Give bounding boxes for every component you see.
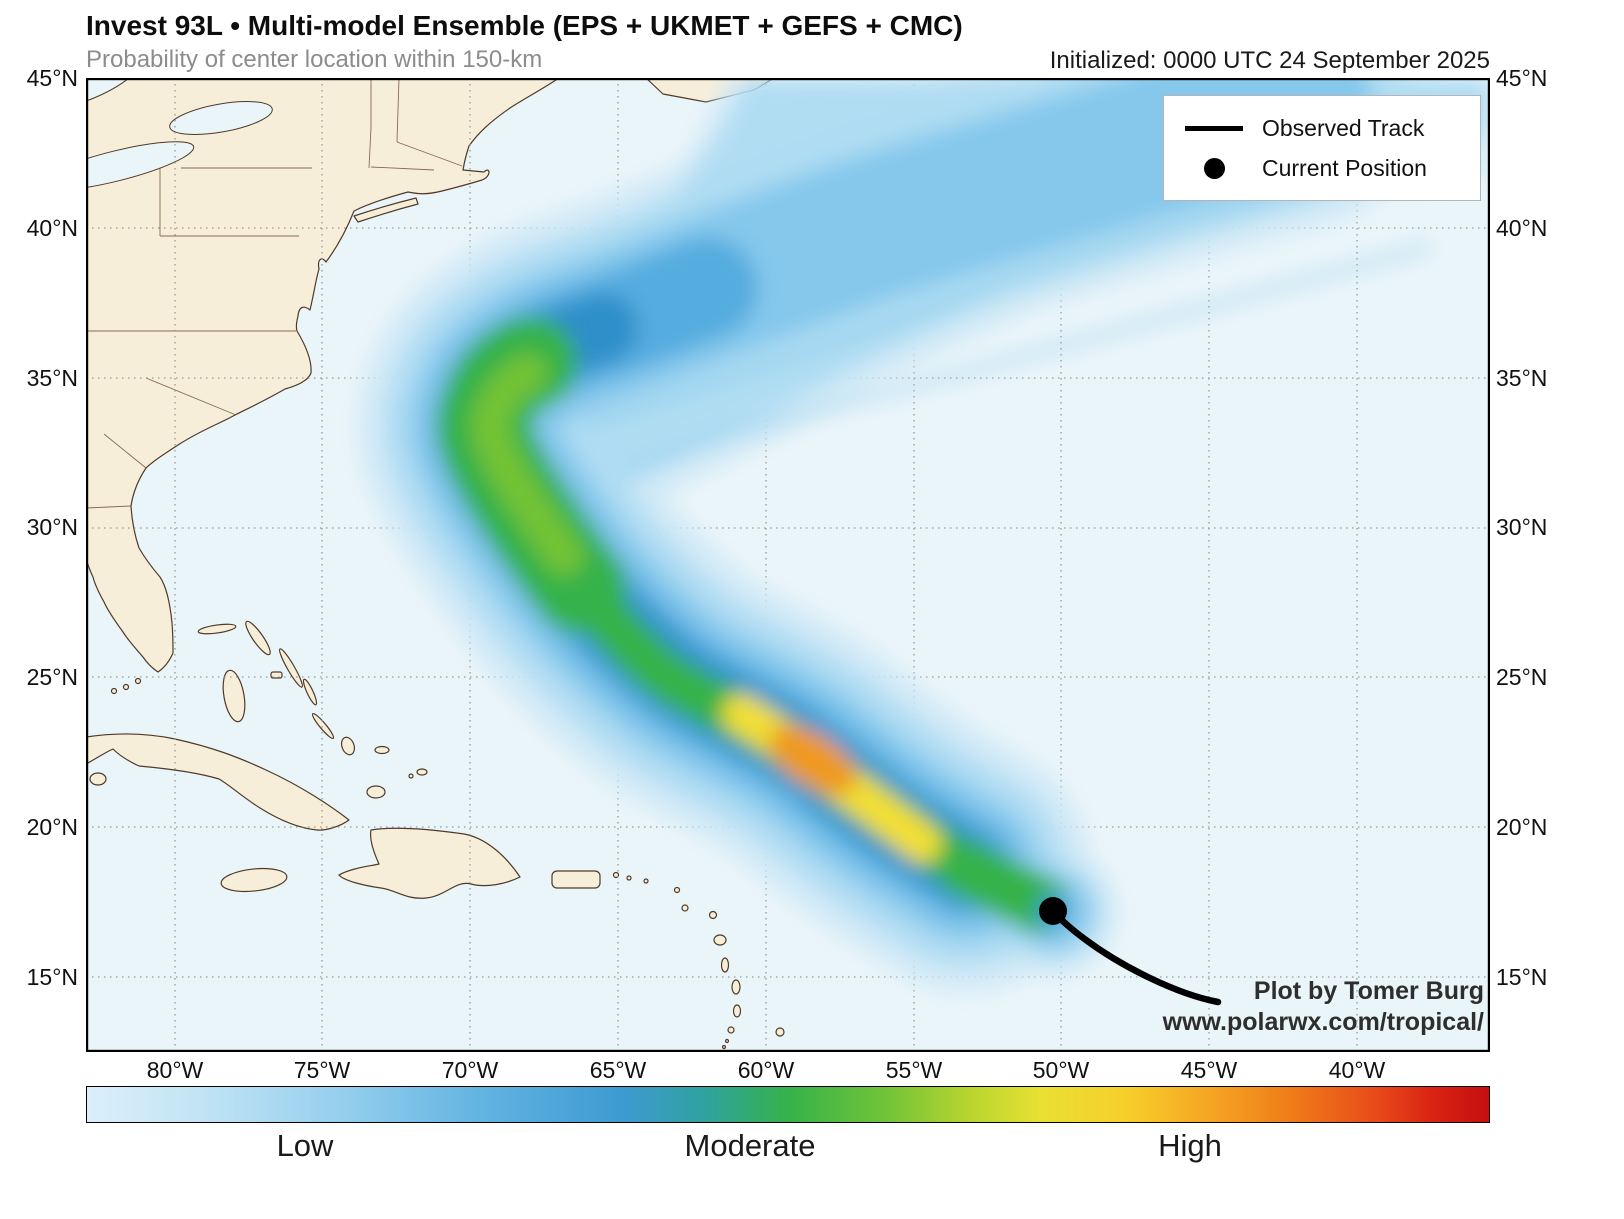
island-hispaniola	[338, 827, 521, 899]
map-legend: Observed Track Current Position	[1163, 95, 1481, 201]
lon-tick-label: 45°W	[1180, 1057, 1238, 1083]
lon-tick-label: 55°W	[885, 1057, 943, 1083]
lat-tick-label: 20°N	[1496, 814, 1548, 840]
lon-tick-label: 65°W	[589, 1057, 647, 1083]
page-subtitle: Probability of center location within 15…	[86, 46, 543, 73]
colorbar-label-moderate: Moderate	[684, 1128, 816, 1163]
island-long-island	[353, 197, 419, 223]
island-jamaica	[220, 867, 288, 893]
map-canvas	[86, 78, 1490, 1052]
lon-tick-label: 50°W	[1032, 1057, 1090, 1083]
attribution-url: www.polarwx.com/tropical/	[1162, 1008, 1484, 1036]
attribution-author: Plot by Tomer Burg	[1253, 977, 1484, 1005]
legend-label-current-position: Current Position	[1262, 154, 1427, 181]
observed-track-path	[1049, 907, 1222, 1006]
state-borders	[86, 78, 463, 509]
attribution: Plot by Tomer Burg www.polarwx.com/tropi…	[1163, 976, 1484, 1038]
lat-tick-label: 45°N	[1496, 65, 1548, 91]
legend-item-current-position: Current Position	[1174, 148, 1470, 188]
legend-label-observed-track: Observed Track	[1262, 114, 1425, 141]
lon-tick-label: 70°W	[441, 1057, 499, 1083]
colorbar	[86, 1086, 1490, 1123]
island-puerto-rico	[551, 870, 601, 889]
legend-item-observed-track: Observed Track	[1174, 108, 1470, 148]
lon-tick-label: 60°W	[737, 1057, 795, 1083]
island-isle-of-youth	[89, 772, 107, 786]
lon-tick-label: 80°W	[146, 1057, 204, 1083]
current-position-dot-icon	[1203, 157, 1225, 179]
islands-florida-keys	[110, 677, 142, 695]
lat-tick-label: 35°N	[26, 365, 78, 391]
observed-track-line-icon	[1185, 125, 1243, 131]
lat-tick-label: 15°N	[26, 964, 78, 990]
lat-tick-label: 25°N	[1496, 664, 1548, 690]
lat-tick-label: 40°N	[26, 215, 78, 241]
lon-tick-label: 75°W	[293, 1057, 351, 1083]
lat-tick-label: 25°N	[26, 664, 78, 690]
map-border	[86, 78, 1490, 1052]
colorbar-label-low: Low	[276, 1128, 334, 1163]
lat-tick-label: 40°N	[1496, 215, 1548, 241]
great-lakes	[86, 78, 273, 191]
lon-tick-label: 40°W	[1328, 1057, 1386, 1083]
page-title: Invest 93L • Multi-model Ensemble (EPS +…	[86, 10, 963, 41]
lat-tick-label: 15°N	[1496, 964, 1548, 990]
coastline-mainland	[86, 78, 560, 673]
colorbar-label-high: High	[1158, 1128, 1222, 1163]
lat-tick-label: 30°N	[26, 514, 78, 540]
initialization-timestamp: Initialized: 0000 UTC 24 September 2025	[1049, 47, 1490, 74]
lat-tick-label: 20°N	[26, 814, 78, 840]
island-cuba	[86, 733, 350, 831]
current-position-marker	[1039, 897, 1067, 925]
lat-tick-label: 45°N	[26, 65, 78, 91]
islands-lesser-antilles	[612, 871, 785, 1050]
lat-tick-label: 30°N	[1496, 514, 1548, 540]
lat-tick-label: 35°N	[1496, 365, 1548, 391]
